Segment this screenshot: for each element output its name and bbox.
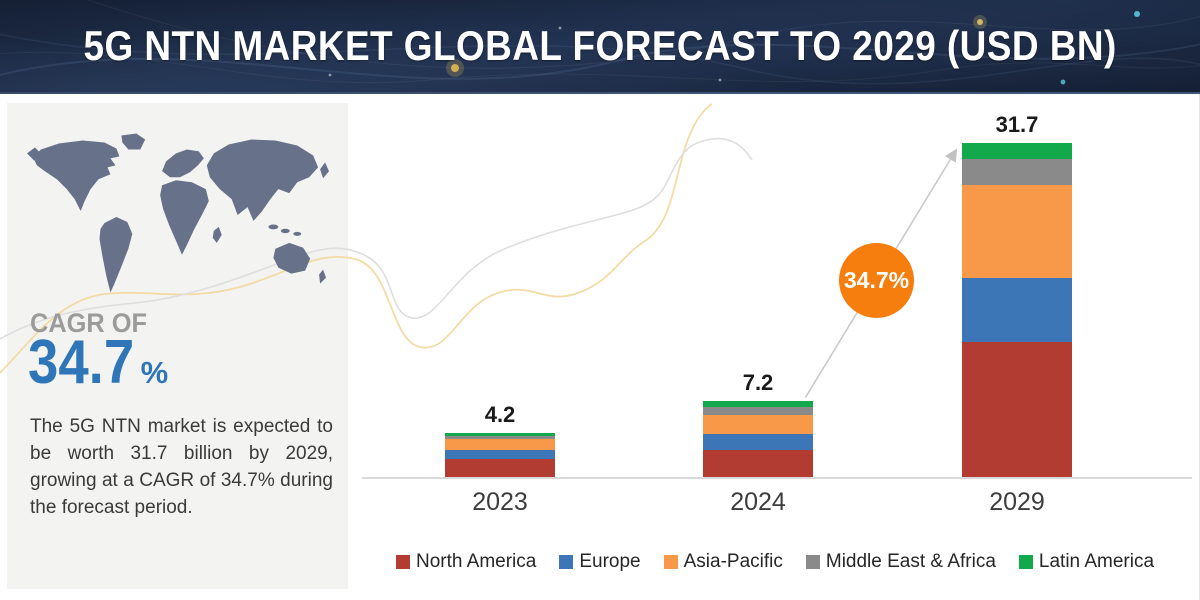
bar-segment-latin-america <box>445 432 555 436</box>
legend-swatch <box>663 555 678 569</box>
bar-value-label: 4.2 <box>484 401 516 427</box>
bar-value-label: 31.7 <box>995 112 1039 137</box>
legend-label: Europe <box>579 551 641 572</box>
cagr-callout-badge: 34.7% <box>839 243 914 318</box>
bar-segment-north-america <box>962 342 1072 477</box>
legend-label: Latin America <box>1038 551 1155 572</box>
legend-item: Asia-Pacific <box>663 551 783 573</box>
bar-segment-asia-pacific <box>703 414 813 434</box>
bar-2024 <box>703 401 813 477</box>
legend-label: North America <box>415 551 537 572</box>
legend-swatch <box>805 555 820 569</box>
bar-2023 <box>445 432 555 477</box>
page-title: 5G NTN MARKET GLOBAL FORECAST TO 2029 (U… <box>83 22 1117 69</box>
bar-2029 <box>962 143 1072 477</box>
legend-swatch <box>559 555 574 569</box>
bar-segment-europe <box>703 433 813 450</box>
bar-segment-latin-america <box>962 143 1072 159</box>
market-description: The 5G NTN market is expected to be wort… <box>30 416 333 518</box>
bar-segment-middle-east-africa <box>962 158 1072 186</box>
bar-segment-middle-east-africa <box>703 407 813 415</box>
x-axis-label: 2029 <box>989 488 1045 516</box>
bar-segment-latin-america <box>703 401 813 408</box>
legend-item: Middle East & Africa <box>805 551 996 573</box>
cagr-percent-sign: % <box>140 355 169 390</box>
x-axis-label: 2024 <box>730 488 786 516</box>
legend-item: North America <box>395 551 537 573</box>
x-axis-line <box>362 477 1192 479</box>
legend-item: Europe <box>559 551 641 573</box>
bar-segment-north-america <box>703 449 813 477</box>
chart-legend: North America Europe Asia-Pacific Middle Ea… <box>352 549 1198 575</box>
bar-segment-asia-pacific <box>962 185 1072 278</box>
legend-item: Latin America <box>1018 551 1155 573</box>
x-axis-label: 2023 <box>472 488 528 516</box>
cagr-value: 34.7 <box>28 328 135 397</box>
bar-segment-europe <box>445 449 555 460</box>
legend-swatch <box>395 555 410 569</box>
legend-swatch <box>1018 555 1033 569</box>
bar-segment-europe <box>962 277 1072 343</box>
bar-segment-middle-east-africa <box>445 435 555 440</box>
bar-segment-asia-pacific <box>445 439 555 450</box>
cagr-value-block: 34.7% <box>28 332 168 394</box>
cagr-callout-value: 34.7% <box>843 267 910 293</box>
bar-value-label: 7.2 <box>742 370 774 396</box>
bar-segment-north-america <box>445 459 555 477</box>
legend-label: Asia-Pacific <box>683 551 783 572</box>
legend-label: Middle East & Africa <box>825 551 996 572</box>
